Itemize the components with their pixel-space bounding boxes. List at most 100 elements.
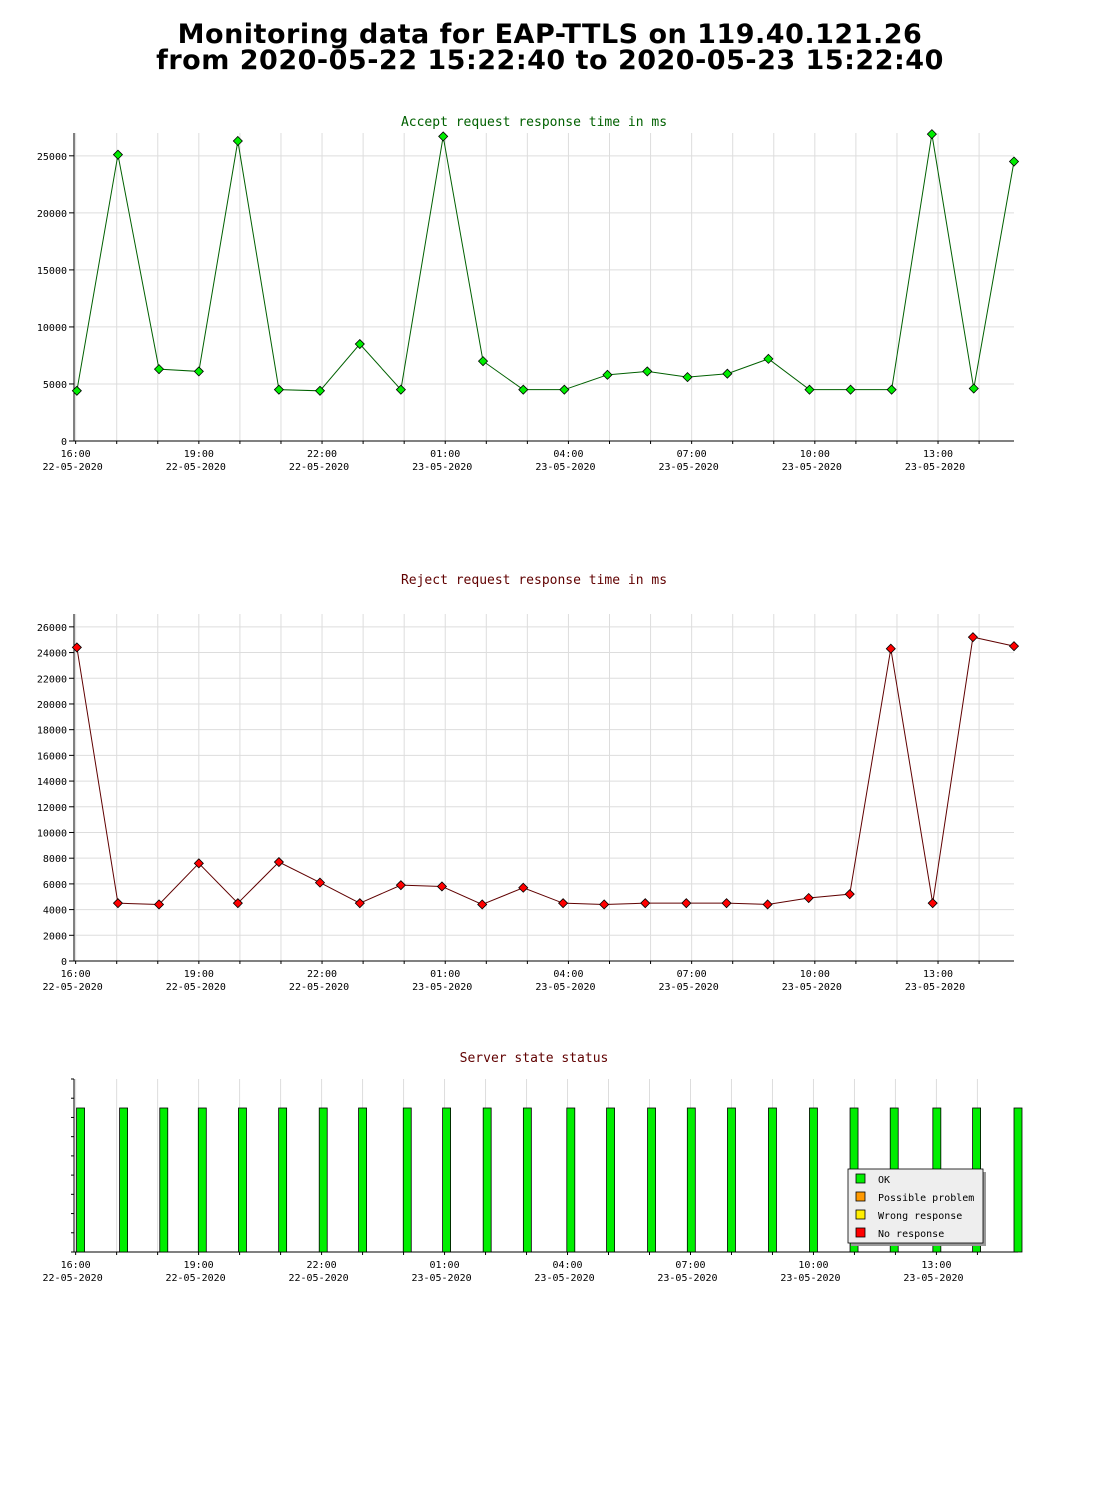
x-tick-label-date: 23-05-2020 (903, 1273, 963, 1284)
legend-swatch (855, 1191, 866, 1202)
x-tick-label-time: 16:00 (61, 449, 91, 460)
x-tick-label-date: 23-05-2020 (535, 462, 595, 473)
data-point (599, 899, 610, 910)
data-point (721, 898, 732, 909)
data-point (845, 384, 856, 395)
y-tick-label: 2000 (43, 931, 67, 942)
y-tick-label: 5000 (43, 380, 67, 391)
data-point (804, 384, 815, 395)
x-tick-label-time: 19:00 (184, 969, 214, 980)
data-point (640, 898, 651, 909)
y-tick-label: 4000 (43, 906, 67, 917)
data-point (968, 383, 979, 394)
data-point (112, 898, 124, 909)
x-tick-label-date: 22-05-2020 (288, 1273, 348, 1284)
y-tick-label: 0 (61, 957, 67, 968)
y-tick-label: 10000 (37, 828, 67, 839)
data-point (682, 372, 693, 383)
data-point (354, 338, 365, 350)
x-tick-label-time: 16:00 (61, 1260, 91, 1271)
y-tick-label: 15000 (37, 266, 67, 277)
x-tick-label-date: 22-05-2020 (166, 462, 226, 473)
data-point (518, 882, 529, 893)
status-bar (566, 1107, 576, 1253)
x-tick-label-time: 07:00 (677, 449, 707, 460)
status-bar (809, 1107, 818, 1253)
data-point (436, 881, 448, 892)
data-point (1008, 641, 1020, 652)
page-title: Monitoring data for EAP-TTLS on 119.40.1… (0, 21, 1100, 76)
page-title-line-2: from 2020-05-22 15:22:40 to 2020-05-23 1… (156, 45, 944, 76)
data-point (314, 877, 326, 888)
y-tick-label: 12000 (37, 803, 67, 814)
data-point (885, 643, 896, 654)
x-tick-label-date: 23-05-2020 (659, 982, 719, 993)
x-tick-label-time: 22:00 (307, 1260, 337, 1271)
y-tick-label: 0 (61, 437, 67, 448)
y-tick-label: 24000 (37, 649, 67, 660)
data-point (803, 892, 814, 904)
data-point (71, 385, 82, 396)
status-bar (76, 1107, 85, 1253)
x-tick-label-time: 04:00 (553, 969, 583, 980)
status-bar (686, 1107, 696, 1253)
x-tick-label-time: 22:00 (307, 969, 337, 980)
data-point (722, 368, 733, 379)
data-point (232, 135, 243, 147)
data-point (763, 353, 774, 364)
data-point (153, 899, 165, 910)
x-tick-label-time: 13:00 (921, 1260, 951, 1271)
data-point (927, 898, 938, 909)
data-point (477, 899, 488, 910)
status-bar (238, 1107, 247, 1253)
status-bar (768, 1107, 777, 1253)
series-line (76, 636, 1015, 905)
x-tick-label-time: 10:00 (800, 449, 830, 460)
x-tick-label-date: 23-05-2020 (782, 982, 842, 993)
x-tick-label-date: 22-05-2020 (289, 462, 349, 473)
data-point (558, 898, 569, 909)
x-tick-label-date: 23-05-2020 (905, 462, 965, 473)
data-point (886, 384, 897, 395)
legend-label: OK (878, 1175, 890, 1186)
data-point (559, 384, 570, 395)
x-tick-label-date: 22-05-2020 (43, 1273, 103, 1284)
y-tick-label: 20000 (37, 700, 67, 711)
status-bar (278, 1107, 288, 1253)
x-tick-label-time: 10:00 (800, 969, 830, 980)
x-tick-label-time: 04:00 (553, 449, 583, 460)
legend-swatch (855, 1173, 866, 1184)
x-tick-label-date: 22-05-2020 (289, 982, 349, 993)
x-tick-label-time: 19:00 (184, 449, 214, 460)
data-point (71, 642, 82, 653)
y-tick-label: 26000 (37, 623, 67, 634)
y-tick-label: 18000 (37, 726, 67, 737)
server-state-chart: Server state status 16:00 22-05-2020 19:00 2… (43, 1051, 1023, 1284)
y-tick-label: 16000 (37, 751, 67, 762)
y-tick-label: 10000 (37, 323, 67, 334)
status-bar (318, 1107, 328, 1253)
legend-label: Wrong response (878, 1211, 962, 1222)
data-point (232, 898, 243, 909)
data-point (193, 366, 204, 377)
x-tick-label-time: 01:00 (430, 449, 460, 460)
data-point (438, 131, 449, 142)
legend-box (847, 1168, 984, 1244)
y-tick-label: 8000 (43, 854, 67, 865)
data-point (153, 364, 165, 375)
y-tick-label: 20000 (37, 209, 67, 220)
x-tick-label-date: 22-05-2020 (43, 462, 103, 473)
x-tick-label-time: 13:00 (923, 449, 953, 460)
x-tick-label-date: 23-05-2020 (412, 982, 472, 993)
status-bar (647, 1107, 656, 1253)
data-point (762, 899, 773, 910)
data-point (193, 858, 204, 869)
x-tick-label-date: 23-05-2020 (657, 1273, 717, 1284)
data-point (273, 384, 284, 395)
data-point (642, 366, 653, 377)
status-bar (1013, 1107, 1023, 1253)
y-tick-label: 25000 (37, 152, 67, 163)
legend-swatch (855, 1209, 866, 1220)
status-bar (442, 1107, 451, 1253)
data-point (273, 856, 284, 868)
